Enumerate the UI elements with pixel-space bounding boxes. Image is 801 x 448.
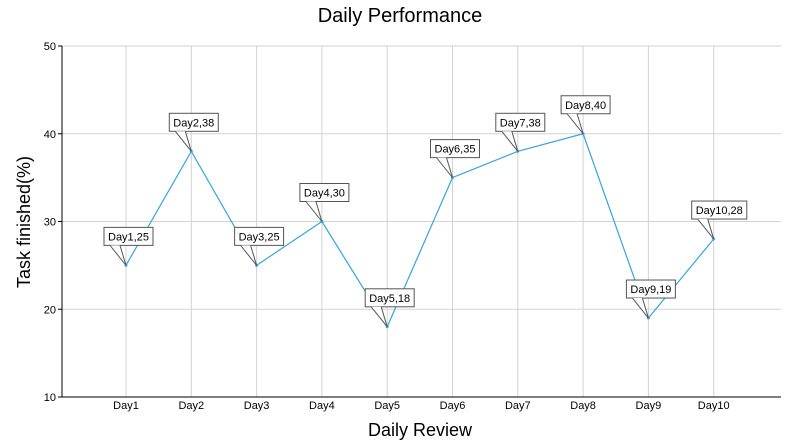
callout-box [430,139,480,159]
y-axis-title: Task finished(%) [14,156,34,288]
data-label: Day6,35 [435,144,476,156]
data-label: Day5,18 [369,293,410,305]
x-axis-title: Daily Review [368,420,473,440]
callout-pointer [436,157,453,178]
data-label-callout: Day10,28 [691,200,748,240]
y-tick-label: 50 [44,41,56,53]
callout-box [234,226,285,246]
callout-box [560,95,611,115]
callout-pointer [305,201,323,222]
callout-pointer [240,245,258,266]
callout-box [691,200,748,220]
data-label: Day9,19 [630,284,671,296]
data-label: Day4,30 [304,188,345,200]
callout-pointer [697,218,715,240]
x-tick-label: Day8 [570,400,596,412]
x-tick-label: Day9 [636,400,662,412]
gridlines [62,45,781,397]
data-label-callout: Day7,38 [495,112,546,152]
y-tick-label: 40 [44,129,56,141]
x-tick-label: Day1 [113,400,139,412]
data-label-callout: Day5,18 [364,288,415,328]
data-label-callout: Day8,40 [560,95,611,135]
series [124,132,716,329]
data-label-callout: Day1,25 [103,226,154,266]
y-tick-label: 30 [44,217,56,229]
data-labels: Day1,25 Day2,38 Day3,25 Day4,30 Day5,18 Day6,… [103,95,748,328]
y-tick-label: 10 [44,392,56,404]
callout-box [103,226,154,246]
callout-box [168,112,219,132]
callout-pointer [370,306,388,328]
tick-labels: 10 20 30 40 50 Day1 Day2 Day3 Day4 Day5 Day6 Day7 Da… [44,41,730,412]
data-label-callout: Day9,19 [625,279,676,319]
x-tick-label: Day10 [698,400,730,412]
data-label-callout: Day2,38 [168,112,219,152]
series-line [125,133,715,329]
x-tick-label: Day5 [374,400,400,412]
data-label: Day10,28 [696,205,743,217]
x-tick-label: Day2 [178,400,204,412]
data-label: Day1,25 [108,231,149,243]
x-tick-label: Day4 [309,400,335,412]
chart-title: Daily Performance [318,5,483,27]
callout-pointer [566,113,584,135]
data-label: Day8,40 [565,100,606,112]
data-label: Day3,25 [239,231,280,243]
callout-box [625,279,676,299]
x-tick-label: Day3 [244,400,270,412]
callout-box [495,112,546,132]
axes [58,45,781,398]
callout-pointer [109,245,127,266]
callout-box [364,288,415,308]
y-tick-label: 20 [44,304,56,316]
data-label-callout: Day6,35 [430,139,480,178]
x-tick-label: Day6 [440,400,466,412]
data-label-callout: Day4,30 [299,183,350,222]
data-label-callout: Day3,25 [234,226,285,266]
callout-box [299,183,350,202]
data-label: Day7,38 [500,117,541,129]
x-tick-label: Day7 [505,400,531,412]
callout-pointer [501,130,519,152]
callout-pointer [174,130,192,152]
callout-pointer [632,297,649,319]
data-label: Day2,38 [173,117,214,129]
